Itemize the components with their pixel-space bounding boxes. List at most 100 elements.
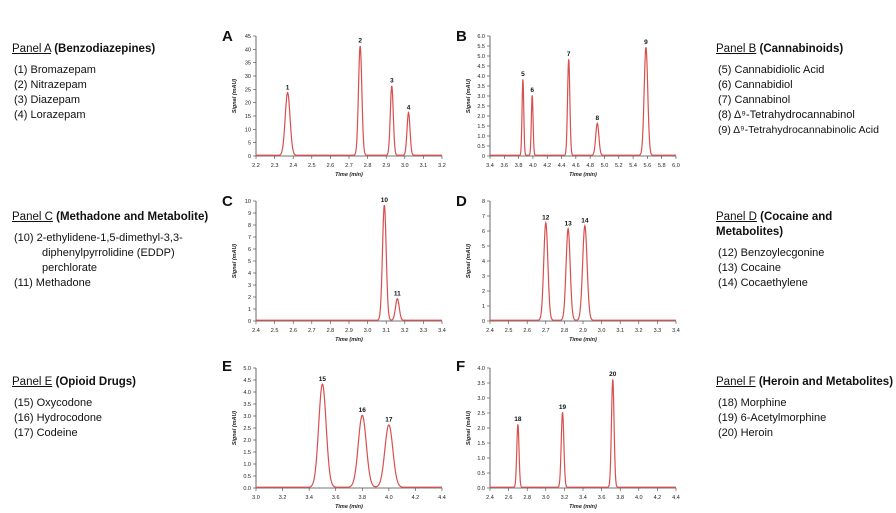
y-tick-label: 6 [248, 247, 251, 253]
panel-letter-b: B [456, 28, 467, 45]
legend-item: (4) Lorazepam [14, 109, 86, 121]
y-tick-label: 5 [248, 259, 251, 265]
x-tick-label: 3.3 [654, 328, 662, 334]
chromatogram-c: 2.4 2.5 2.6 2.7 2.8 2.9 3.0 3.1 3.2 3.3 3.4 0 1 2 3 4 5 6… [232, 197, 446, 343]
legend-item: (1) Bromazepam [14, 64, 96, 76]
x-tick-label: 2.3 [271, 163, 279, 169]
legend-item: (14) Cocaethylene [718, 277, 808, 289]
signal-line [490, 379, 676, 488]
x-tick-label: 4.0 [529, 163, 537, 169]
y-tick-label: 5.0 [243, 366, 251, 372]
y-axis-label: Signal (mAU) [232, 411, 238, 446]
y-tick-label: 0.5 [477, 144, 485, 150]
panel-letter-c: C [222, 193, 233, 210]
y-tick-label: 10 [245, 199, 251, 205]
y-tick-label: 1.0 [477, 456, 485, 462]
y-tick-label: 1 [482, 304, 485, 310]
x-tick-label: 2.4 [486, 495, 494, 501]
x-tick-label: 2.6 [523, 328, 531, 334]
signal-line [256, 383, 442, 488]
x-tick-label: 2.6 [289, 328, 297, 334]
peak-label: 12 [542, 215, 550, 222]
y-tick-label: 2 [482, 289, 485, 295]
peak-label: 7 [567, 51, 571, 58]
legend-title: Panel E (Opioid Drugs) [12, 376, 136, 388]
legend-item: (9) Δ⁹-Tetrahydrocannabinolic Acid [718, 124, 879, 136]
y-tick-label: 25 [245, 87, 251, 93]
y-tick-label: 7 [248, 235, 251, 241]
legend-item: (16) Hydrocodone [14, 412, 103, 424]
peak-label: 13 [565, 221, 573, 228]
x-tick-label: 2.7 [345, 163, 353, 169]
legend-title: Panel B (Cannabinoids) [716, 43, 844, 55]
y-tick-label: 2.5 [477, 104, 485, 110]
legend-item: (7) Cannabinol [718, 94, 791, 106]
legend-panel-c: Panel C (Methadone and Metabolite) (10) … [12, 210, 217, 291]
legend-panel-d: Panel D (Cocaine and Metabolites) (12) B… [716, 210, 896, 291]
legend-item: (19) 6-Acetylmorphine [718, 412, 827, 424]
x-tick-label: 2.9 [382, 163, 390, 169]
x-tick-label: 3.4 [672, 328, 680, 334]
y-tick-label: 2.0 [243, 438, 251, 444]
x-tick-label: 2.9 [579, 328, 587, 334]
legend-title: Panel C (Methadone and Metabolite) [12, 211, 209, 223]
y-tick-label: 0 [482, 154, 485, 160]
peak-label: 18 [514, 416, 522, 423]
x-tick-label: 2.7 [542, 328, 550, 334]
peak-label: 2 [358, 38, 362, 45]
signal-line [490, 220, 676, 321]
legend-item: (5) Cannabidiolic Acid [718, 64, 825, 76]
legend-title: Panel D (Cocaine and Metabolites) [716, 211, 833, 238]
y-tick-label: 2 [248, 295, 251, 301]
legend-item: (3) Diazepam [14, 94, 81, 106]
y-tick-label: 0.0 [243, 486, 251, 492]
x-tick-label: 4.4 [438, 495, 446, 501]
y-tick-label: 4.0 [243, 390, 251, 396]
x-tick-label: 2.9 [345, 328, 353, 334]
chromatogram-b: 3.4 3.6 3.8 4.0 4.2 4.4 4.6 4.8 5.0 5.2 5.4 5.6 5.8 6… [466, 34, 680, 178]
y-axis-label: Signal (mAU) [466, 411, 472, 446]
x-tick-label: 4.0 [385, 495, 393, 501]
y-tick-label: 4 [482, 259, 485, 265]
signal-line [490, 47, 676, 156]
y-tick-label: 3.0 [243, 414, 251, 420]
x-tick-label: 5.2 [615, 163, 623, 169]
x-tick-label: 3.4 [438, 328, 446, 334]
x-tick-label: 2.5 [308, 163, 316, 169]
x-tick-label: 3.1 [616, 328, 624, 334]
legend-item: (2) Nitrazepam [14, 79, 87, 91]
x-tick-label: 6.0 [672, 163, 680, 169]
peak-label: 3 [390, 78, 394, 85]
peak-label: 19 [559, 404, 567, 411]
x-tick-label: 3.0 [598, 328, 606, 334]
x-tick-label: 3.0 [364, 328, 372, 334]
x-tick-label: 4.0 [635, 495, 643, 501]
x-tick-label: 5.6 [644, 163, 652, 169]
x-tick-label: 2.2 [252, 163, 260, 169]
y-tick-label: 5.0 [477, 54, 485, 60]
x-tick-label: 3.0 [542, 495, 550, 501]
signal-line [256, 204, 442, 321]
y-tick-label: 8 [482, 199, 485, 205]
peak-label: 20 [609, 371, 617, 378]
legend-title: Panel A (Benzodiazepines) [12, 43, 156, 55]
y-tick-label: 0.0 [477, 486, 485, 492]
x-tick-label: 3.1 [420, 163, 428, 169]
x-tick-label: 3.4 [486, 163, 494, 169]
legend-item: (12) Benzoylecgonine [718, 247, 825, 259]
peak-label: 4 [407, 104, 411, 111]
x-tick-label: 3.8 [515, 163, 523, 169]
peak-label: 15 [319, 376, 327, 383]
y-tick-label: 3 [482, 274, 485, 280]
y-tick-label: 20 [245, 101, 251, 107]
y-tick-label: 8 [248, 223, 251, 229]
y-tick-label: 0.5 [243, 474, 251, 480]
y-tick-label: 45 [245, 34, 251, 40]
x-axis-label: Time (min) [335, 337, 363, 343]
x-tick-label: 2.5 [505, 328, 513, 334]
x-tick-label: 3.2 [635, 328, 643, 334]
y-tick-label: 2.0 [477, 426, 485, 432]
legend-item: (6) Cannabidiol [718, 79, 793, 91]
y-axis-label: Signal (mAU) [232, 79, 238, 114]
x-tick-label: 4.8 [586, 163, 594, 169]
